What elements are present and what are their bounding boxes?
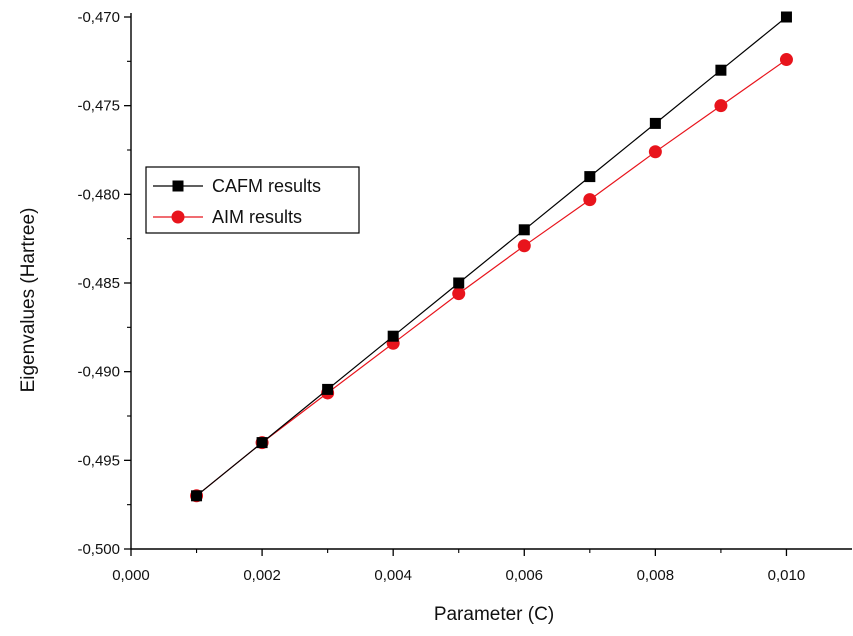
point-aim — [452, 287, 466, 301]
x-tick-label: 0,008 — [637, 567, 675, 584]
x-tick-label: 0,004 — [374, 567, 412, 584]
point-aim — [779, 53, 793, 67]
legend-marker-aim — [171, 210, 185, 224]
point-cafm — [256, 437, 268, 449]
legend: CAFM results AIM results — [145, 166, 360, 234]
point-cafm — [649, 117, 661, 129]
point-cafm — [453, 277, 465, 289]
axis-ticks: -0,500 -0,495 -0,490 -0,485 -0,480 -0,475 -0,4… — [77, 9, 805, 584]
point-cafm — [518, 224, 530, 236]
x-tick-label: 0,006 — [505, 567, 543, 584]
y-tick-label: -0,475 — [77, 98, 120, 115]
point-aim — [714, 99, 728, 113]
x-axis-title: Parameter (C) — [434, 604, 554, 625]
series-line-cafm — [196, 16, 787, 497]
point-cafm — [387, 330, 399, 342]
legend-label-cafm: CAFM results — [212, 176, 321, 196]
axes — [130, 13, 852, 550]
legend-label-aim: AIM results — [212, 207, 302, 227]
point-cafm — [322, 383, 334, 395]
point-cafm — [780, 11, 792, 23]
point-aim — [583, 193, 597, 207]
y-tick-label: -0,490 — [77, 364, 120, 381]
legend-marker-cafm — [172, 180, 184, 192]
point-cafm — [191, 490, 203, 502]
y-axis-title: Eigenvalues (Hartree) — [18, 208, 39, 393]
x-tick-label: 0,002 — [243, 567, 281, 584]
y-tick-label: -0,470 — [77, 9, 120, 26]
point-cafm — [715, 64, 727, 76]
point-aim — [648, 145, 662, 159]
point-cafm — [584, 171, 596, 183]
y-tick-label: -0,485 — [77, 275, 120, 292]
plot-series — [190, 11, 793, 503]
x-tick-label: 0,010 — [768, 567, 806, 584]
y-tick-label: -0,480 — [77, 186, 120, 203]
y-tick-label: -0,500 — [77, 541, 120, 558]
point-aim — [517, 239, 531, 253]
y-tick-label: -0,495 — [77, 452, 120, 469]
x-tick-label: 0,000 — [112, 567, 150, 584]
series-line-aim — [196, 59, 787, 497]
